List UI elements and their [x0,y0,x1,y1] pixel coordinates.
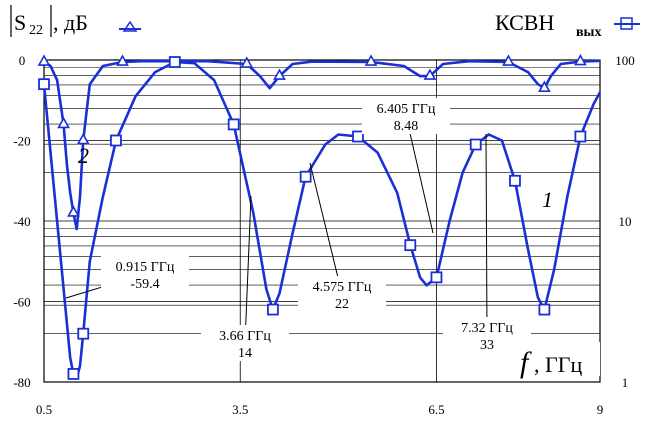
series-1-point [67,368,80,380]
annotation-value: 14 [238,346,252,361]
series-2-point [364,54,378,66]
annotation-leader [244,195,252,344]
annotation-leader [405,115,434,234]
y-left-label-unit: , дБ [53,10,88,35]
square-legend-icon [614,17,640,30]
y-right-label-sub: вых [576,25,602,40]
y-right-tick-label: 1 [622,375,629,390]
series-1-line [42,60,602,380]
series-1-point [77,327,90,340]
y-right-tick-label: 100 [615,53,635,68]
y-left-tick-label: -20 [13,134,30,149]
y-left-label-sub: 22 [29,23,43,38]
annotation-value: 8.48 [394,119,419,134]
x-label-unit: , ГГц [534,352,582,377]
series-1-point [509,174,521,187]
triangle-legend-icon [119,20,141,32]
series-1-point [430,271,443,284]
x-axis-title: f , ГГц [516,342,600,379]
plot-border [43,59,601,383]
series-2-point [240,56,254,68]
annotation-value: -59.4 [130,277,159,292]
annotation-value: 33 [480,338,494,353]
series-2-point [574,53,587,66]
annotation-frequency: 0.915 ГГц [116,260,175,275]
series-1-point [469,138,482,151]
series-1-point [352,130,364,143]
plot-frame [43,59,601,383]
series-2-point [67,205,80,217]
x-tick-label: 0.5 [36,402,52,417]
y-left-label-main: S [14,10,26,35]
annotation-frequency: 4.575 ГГц [313,280,372,295]
y-right-tick-label: 10 [619,214,632,229]
series-2-point [502,54,515,66]
series-markers [37,53,587,380]
y-left-tick-label: 0 [19,53,26,68]
tick-labels: 0.5 3.5 6.5 9 0 -20 -40 -60 -80 100 10 1 [13,53,634,417]
series-2-point [423,68,437,80]
series-1-point [110,134,122,147]
series-2-point [57,116,70,129]
annotation-value: 22 [335,297,349,312]
annotation-box [201,325,289,361]
y-left-tick-label: -80 [13,375,30,390]
annotation-box [362,98,450,134]
annotation-frequency: 7.32 ГГц [461,321,513,336]
annotation-box [101,256,189,292]
annotation-leader [309,162,343,295]
y-right-axis-title: КСВН вых [495,10,640,40]
series-2-point [37,54,51,66]
annotation-box [298,276,386,312]
series-1-point [38,78,50,91]
curve-label-1: 1 [542,187,553,212]
annotations: 0.915 ГГц -59.4 3.66 ГГц 14 4.575 ГГц 22 6.405… [65,98,531,361]
series-2-line [43,59,601,231]
x-tick-label: 6.5 [428,402,444,417]
series-1-point [299,170,312,183]
series-1-point [227,118,240,131]
y-left-tick-label: -40 [13,214,30,229]
y-right-label-main: КСВН [495,10,554,35]
series-1-point [168,56,181,68]
series-1-point [574,130,587,143]
series-1-point [267,303,279,316]
x-tick-label: 3.5 [232,402,248,417]
x-tick-label: 9 [597,402,604,417]
series-2-point [76,132,90,145]
annotation-frequency: 6.405 ГГц [377,102,436,117]
annotation-frequency: 3.66 ГГц [219,329,271,344]
series-lines [42,59,602,380]
curve-label-2: 2 [78,143,89,168]
series-2-point [273,68,286,80]
series-2-point [116,54,129,66]
y-left-axis-title: S 22 , дБ [10,5,141,38]
series-2-point [538,80,551,92]
y-left-tick-label: -60 [13,295,30,310]
annotation-leader [485,133,488,336]
series-1-point [538,303,551,316]
series-1-point [404,239,417,252]
